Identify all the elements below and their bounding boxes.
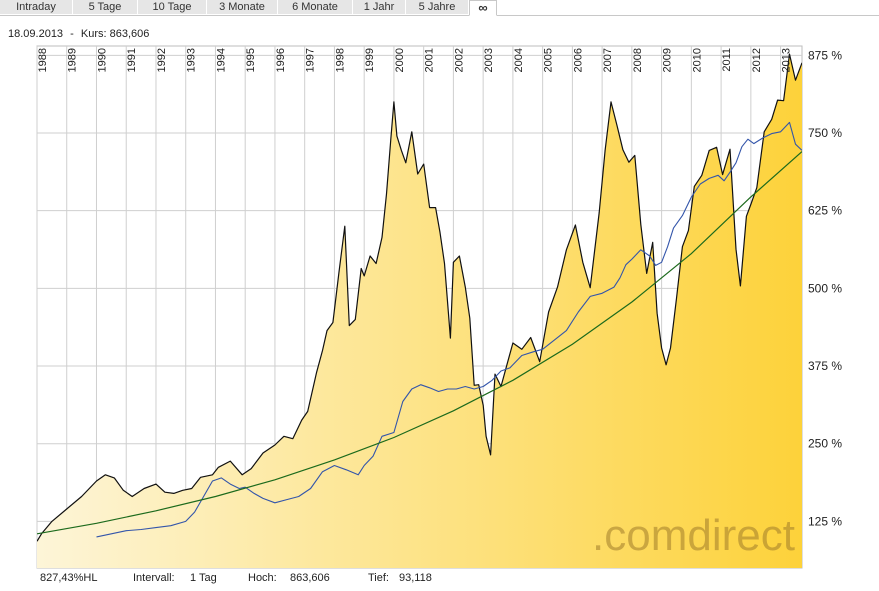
benchmark-series-line <box>96 121 802 538</box>
x-tick-label: 1999 <box>364 48 376 72</box>
x-tick-label: 2012 <box>751 48 763 72</box>
x-tick-label: 1989 <box>67 48 79 72</box>
main-series-area <box>37 54 802 568</box>
x-tick-label: 2003 <box>483 48 495 72</box>
y-tick-label: 125 % <box>808 514 842 528</box>
tab-1[interactable]: 5 Tage <box>73 0 138 14</box>
lines-layer <box>37 53 802 542</box>
x-tick-label: 1996 <box>275 48 287 72</box>
y-tick-label: 500 % <box>808 281 842 295</box>
period-tab-bar: Intraday 5 Tage 10 Tage 3 Monate 6 Monate 1 J… <box>0 0 879 16</box>
main-series-line <box>37 53 802 542</box>
y-tick-label: 625 % <box>808 204 842 218</box>
x-tick-label: 1995 <box>245 48 257 72</box>
y-tick-label: 250 % <box>808 437 842 451</box>
x-tick-label: 2011 <box>721 48 733 72</box>
x-tick-label: 2009 <box>662 48 674 72</box>
x-tick-label: 2001 <box>424 48 436 72</box>
interval-value: 1 Tag <box>190 572 217 584</box>
performance-value: 827,43%HL <box>40 572 98 584</box>
tab-3[interactable]: 3 Monate <box>207 0 278 14</box>
x-tick-label: 1991 <box>126 48 138 72</box>
area-layer <box>37 54 802 568</box>
x-tick-label: 1990 <box>96 48 108 72</box>
tab-7[interactable]: ∞ <box>469 0 497 16</box>
quote-date: 18.09.2013 <box>8 28 64 40</box>
x-tick-label: 2005 <box>543 48 555 72</box>
x-tick-label: 2002 <box>453 48 465 72</box>
tab-0[interactable]: Intraday <box>0 0 73 14</box>
x-axis-labels: 1988 1989 1990 1991 1992 1993 1994 1995 1996 1997… <box>37 48 793 72</box>
quote-header: 18.09.2013 - Kurs: 863,606 <box>8 28 149 40</box>
tab-2[interactable]: 10 Tage <box>138 0 207 14</box>
interval-label: Intervall: <box>133 572 175 584</box>
y-tick-label: 875 % <box>808 48 842 62</box>
high-value: 863,606 <box>290 572 330 584</box>
y-tick-label: 750 % <box>808 126 842 140</box>
x-tick-label: 2006 <box>572 48 584 72</box>
x-tick-label: 2010 <box>691 48 703 72</box>
comdirect-watermark: .comdirect <box>592 511 795 560</box>
high-label: Hoch: <box>248 572 277 584</box>
tab-4[interactable]: 6 Monate <box>278 0 353 14</box>
x-tick-label: 1993 <box>186 48 198 72</box>
x-tick-label: 2000 <box>394 48 406 72</box>
tab-6[interactable]: 5 Jahre <box>406 0 469 14</box>
price-label: Kurs: <box>80 28 107 40</box>
x-tick-label: 1998 <box>334 48 346 72</box>
trend-line <box>37 151 802 535</box>
header-separator: - <box>70 28 74 40</box>
x-tick-label: 1988 <box>37 48 49 72</box>
x-tick-label: 1992 <box>156 48 168 72</box>
y-tick-label: 375 % <box>808 359 842 373</box>
x-tick-label: 2007 <box>602 48 614 72</box>
low-label: Tief: <box>368 572 389 584</box>
y-axis-labels: 875 % 750 % 625 % 500 % 375 % 250 % 125 % <box>808 48 842 528</box>
x-tick-label: 1997 <box>305 48 317 72</box>
x-tick-label: 1994 <box>215 48 227 72</box>
low-value: 93,118 <box>399 572 432 584</box>
x-tick-label: 2008 <box>632 48 644 72</box>
tab-5[interactable]: 1 Jahr <box>353 0 406 14</box>
x-tick-label: 2013 <box>781 48 793 72</box>
x-tick-label: 2004 <box>513 48 525 72</box>
price-value: 863,606 <box>109 28 150 40</box>
